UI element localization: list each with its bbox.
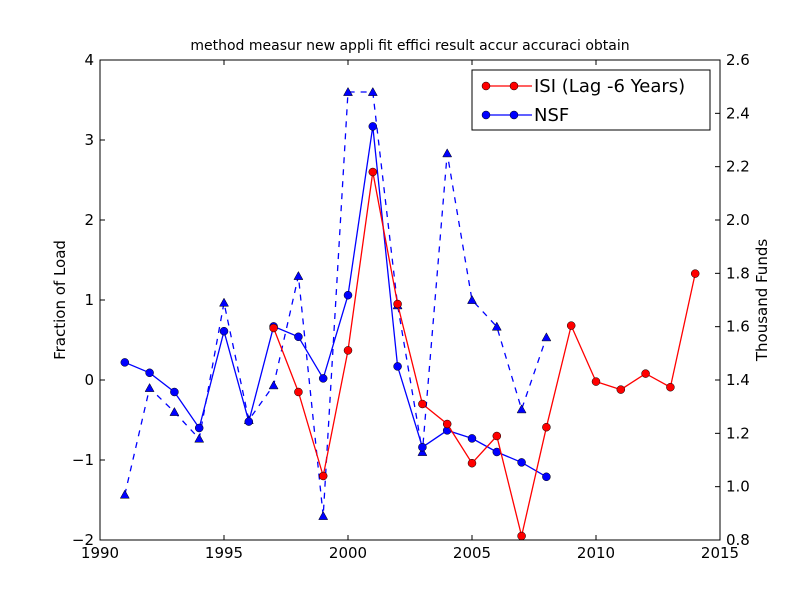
series-line-nsf	[124, 126, 547, 478]
data-point-isi	[343, 346, 353, 355]
data-point-isi	[591, 377, 601, 386]
y-tick-label: 0	[84, 371, 94, 389]
y2-tick-label: 2.2	[726, 158, 750, 176]
x-tick-label: 2010	[577, 544, 615, 562]
data-point-nsf	[170, 387, 179, 397]
data-point-nsf	[294, 332, 303, 342]
x-tick-label: 1990	[81, 544, 119, 562]
data-point-nsf	[120, 358, 130, 367]
data-point-isi	[542, 422, 551, 432]
y-tick-label: −2	[72, 531, 94, 549]
y-tick-label: 4	[84, 51, 94, 69]
data-point-nsf	[418, 442, 427, 452]
y-tick-label: 2	[84, 211, 94, 229]
plot-frame	[99, 59, 721, 541]
x-tick-label: 2000	[329, 544, 367, 562]
data-point-nsf-funds	[318, 510, 329, 520]
y2-tick-label: 2.6	[726, 51, 750, 69]
x-tick-label: 1995	[205, 544, 243, 562]
legend-label-nsf: NSF	[534, 105, 569, 126]
legend-marker-isi	[509, 81, 519, 91]
data-point-nsf-funds	[442, 148, 453, 158]
data-point-isi	[690, 269, 700, 278]
legend-marker-isi	[481, 81, 491, 91]
y2-tick-label: 1.8	[726, 264, 750, 282]
y2-tick-label: 1.6	[726, 318, 750, 336]
data-point-nsf	[318, 374, 328, 383]
data-point-isi	[616, 385, 626, 394]
data-point-nsf	[467, 434, 477, 443]
data-point-nsf-funds	[367, 86, 378, 96]
series-line-nsf-funds	[124, 91, 548, 517]
legend-marker-nsf	[481, 110, 491, 120]
data-point-nsf-funds	[144, 382, 155, 392]
y2-tick-label: 2.4	[726, 104, 750, 122]
x-axis: 1990 1995 2000 2005 2010 2015	[81, 60, 739, 562]
x-tick-label: 2005	[453, 544, 491, 562]
series-layer	[119, 86, 700, 541]
y2-tick-label: 1.4	[726, 371, 750, 389]
data-point-nsf	[542, 472, 551, 482]
data-point-nsf-funds	[293, 270, 304, 280]
data-point-nsf	[343, 290, 353, 300]
data-point-nsf-funds	[119, 489, 130, 499]
chart-title: method measur new appli fit effici resul…	[190, 38, 629, 54]
data-point-nsf-funds	[541, 332, 552, 342]
data-point-isi	[442, 419, 452, 429]
legend-frame	[471, 69, 711, 131]
y2-axis-label: Thousand Funds	[753, 239, 771, 362]
y-tick-label: 1	[84, 291, 94, 309]
y-tick-label: 3	[84, 131, 94, 149]
data-point-nsf-funds	[417, 446, 428, 456]
data-point-nsf	[244, 417, 254, 426]
data-point-nsf-funds	[467, 294, 477, 304]
data-point-nsf	[145, 368, 154, 378]
series-line-isi	[272, 171, 696, 537]
data-point-isi	[517, 531, 526, 541]
data-point-isi	[318, 471, 328, 481]
data-point-isi	[492, 431, 502, 441]
data-point-isi	[566, 321, 576, 330]
data-point-nsf-funds	[194, 433, 205, 443]
y2-tick-label: 0.8	[726, 531, 750, 549]
plot-area	[100, 60, 720, 540]
y-axis-right: 0.8 1.0 1.2 1.4 1.6 1.8 2.0 2.2 2.4 2.6	[715, 51, 750, 549]
y-axis-label: Fraction of Load	[51, 240, 69, 360]
y2-tick-label: 1.0	[726, 478, 750, 496]
y2-tick-label: 2.0	[726, 211, 750, 229]
data-point-nsf	[393, 362, 402, 371]
data-point-isi	[467, 458, 477, 468]
data-point-nsf-funds	[268, 380, 279, 390]
data-point-isi	[294, 387, 303, 397]
data-point-nsf-funds	[343, 86, 353, 96]
data-point-isi	[666, 382, 675, 392]
data-point-isi	[641, 369, 650, 378]
data-point-nsf-funds	[491, 321, 502, 331]
data-point-nsf	[517, 458, 526, 467]
data-point-nsf-funds	[516, 404, 527, 414]
data-point-isi	[269, 323, 278, 333]
y2-tick-label: 1.2	[726, 424, 750, 442]
data-point-isi	[368, 167, 378, 177]
legend-label-isi: ISI (Lag -6 Years)	[534, 76, 685, 97]
data-point-nsf	[368, 122, 378, 131]
data-point-nsf-funds	[169, 406, 180, 416]
legend: ISI (Lag -6 Years) NSF	[471, 69, 711, 131]
y-tick-label: −1	[72, 451, 94, 469]
data-point-nsf	[194, 423, 204, 433]
data-point-nsf	[219, 326, 229, 336]
data-point-nsf-funds	[219, 297, 229, 307]
data-point-isi	[418, 399, 427, 409]
data-point-isi	[393, 299, 402, 309]
legend-marker-nsf	[509, 110, 519, 120]
x-tick-label: 2015	[701, 544, 739, 562]
